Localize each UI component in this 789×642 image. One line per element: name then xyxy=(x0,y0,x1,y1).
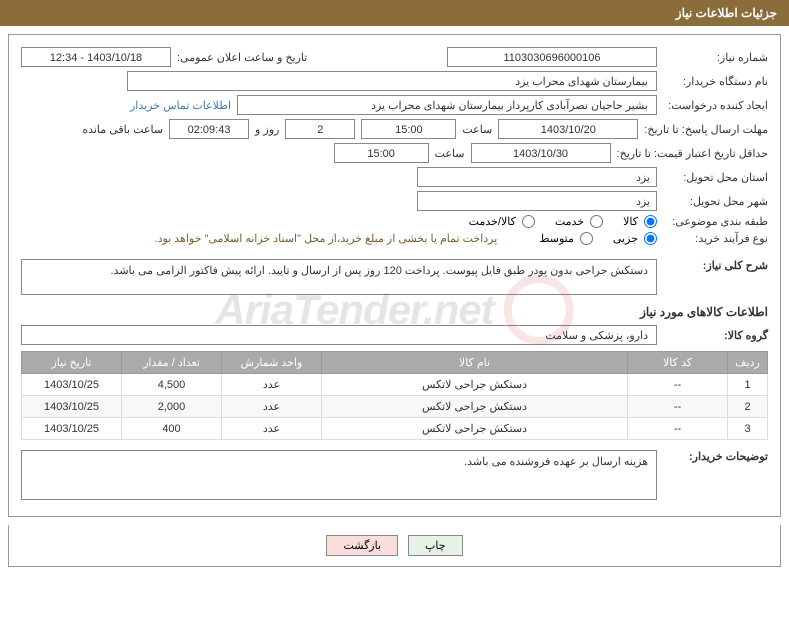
back-button[interactable]: بازگشت xyxy=(326,535,398,556)
table-cell: 4,500 xyxy=(122,374,222,396)
purchase-partial-radio[interactable] xyxy=(644,232,657,245)
category-goods-label: کالا xyxy=(623,215,638,228)
validity-label: حداقل تاریخ اعتبار قیمت: تا تاریخ: xyxy=(617,147,768,160)
table-row: 2--دستکش جراحی لاتکسعدد2,0001403/10/25 xyxy=(22,396,768,418)
category-goods-radio[interactable] xyxy=(644,215,657,228)
province-label: استان محل تحویل: xyxy=(663,171,768,184)
button-bar: چاپ بازگشت xyxy=(8,525,781,567)
table-cell: 1 xyxy=(728,374,768,396)
table-cell: -- xyxy=(628,418,728,440)
purchase-type-label: نوع فرآیند خرید: xyxy=(663,232,768,245)
table-cell: 2 xyxy=(728,396,768,418)
table-cell: -- xyxy=(628,374,728,396)
category-service-label: خدمت xyxy=(555,215,584,228)
desc-text: دستکش جراحی بدون پودر طبق فایل پیوست. پر… xyxy=(21,259,657,295)
table-row: 1--دستکش جراحی لاتکسعدد4,5001403/10/25 xyxy=(22,374,768,396)
validity-date: 1403/10/30 xyxy=(471,143,611,163)
need-number-label: شماره نیاز: xyxy=(663,51,768,64)
col-date: تاریخ نیاز xyxy=(22,352,122,374)
category-label: طبقه بندی موضوعی: xyxy=(663,215,768,228)
table-cell: -- xyxy=(628,396,728,418)
table-header-row: ردیف کد کالا نام کالا واحد شمارش تعداد /… xyxy=(22,352,768,374)
table-cell: دستکش جراحی لاتکس xyxy=(322,418,628,440)
buyer-contact-link[interactable]: اطلاعات تماس خریدار xyxy=(130,99,231,112)
category-both-label: کالا/خدمت xyxy=(469,215,516,228)
deadline-date: 1403/10/20 xyxy=(498,119,638,139)
table-cell: عدد xyxy=(222,396,322,418)
buyer-org-value: بیمارستان شهدای محراب یزد xyxy=(127,71,657,91)
city-label: شهر محل تحویل: xyxy=(663,195,768,208)
deadline-time: 15:00 xyxy=(361,119,456,139)
need-number-value: 1103030696000106 xyxy=(447,47,657,67)
goods-table: ردیف کد کالا نام کالا واحد شمارش تعداد /… xyxy=(21,351,768,440)
table-cell: 1403/10/25 xyxy=(22,396,122,418)
page-header: جزئیات اطلاعات نیاز xyxy=(0,0,789,26)
col-qty: تعداد / مقدار xyxy=(122,352,222,374)
table-cell: 1403/10/25 xyxy=(22,418,122,440)
deadline-time-label: ساعت xyxy=(462,123,492,136)
details-panel: AriaTender.net شماره نیاز: 1103030696000… xyxy=(8,34,781,517)
requester-label: ایجاد کننده درخواست: xyxy=(663,99,768,112)
requester-value: بشیر حاجیان نصرآبادی کارپرداز بیمارستان … xyxy=(237,95,657,115)
remaining-word: ساعت باقی مانده xyxy=(82,123,163,136)
days-word: روز و xyxy=(255,123,279,136)
hours-remaining: 02:09:43 xyxy=(169,119,249,139)
table-cell: 3 xyxy=(728,418,768,440)
category-both-radio[interactable] xyxy=(522,215,535,228)
table-cell: 400 xyxy=(122,418,222,440)
desc-label: شرح کلی نیاز: xyxy=(663,259,768,272)
category-service-radio[interactable] xyxy=(590,215,603,228)
table-cell: 1403/10/25 xyxy=(22,374,122,396)
purchase-medium-label: متوسط xyxy=(539,232,574,245)
col-name: نام کالا xyxy=(322,352,628,374)
goods-group-value: دارو، پزشکی و سلامت xyxy=(21,325,657,345)
buyer-notes-label: توضیحات خریدار: xyxy=(663,450,768,463)
goods-group-label: گروه کالا: xyxy=(663,329,768,342)
col-row: ردیف xyxy=(728,352,768,374)
table-cell: دستکش جراحی لاتکس xyxy=(322,396,628,418)
buyer-org-label: نام دستگاه خریدار: xyxy=(663,75,768,88)
goods-section-title: اطلاعات کالاهای مورد نیاز xyxy=(21,305,768,319)
table-cell: عدد xyxy=(222,418,322,440)
table-cell: 2,000 xyxy=(122,396,222,418)
deadline-label: مهلت ارسال پاسخ: تا تاریخ: xyxy=(644,123,768,136)
col-code: کد کالا xyxy=(628,352,728,374)
table-cell: دستکش جراحی لاتکس xyxy=(322,374,628,396)
validity-time-label: ساعت xyxy=(435,147,465,160)
purchase-partial-label: جزیی xyxy=(613,232,638,245)
province-value: یزد xyxy=(417,167,657,187)
print-button[interactable]: چاپ xyxy=(408,535,463,556)
days-remaining: 2 xyxy=(285,119,355,139)
col-unit: واحد شمارش xyxy=(222,352,322,374)
page-title: جزئیات اطلاعات نیاز xyxy=(676,6,777,20)
city-value: یزد xyxy=(417,191,657,211)
announce-value: 1403/10/18 - 12:34 xyxy=(21,47,171,67)
announce-label: تاریخ و ساعت اعلان عمومی: xyxy=(177,51,307,64)
purchase-note: پرداخت تمام یا بخشی از مبلغ خرید،از محل … xyxy=(155,232,498,245)
table-row: 3--دستکش جراحی لاتکسعدد4001403/10/25 xyxy=(22,418,768,440)
table-cell: عدد xyxy=(222,374,322,396)
buyer-notes-text: هزینه ارسال بر عهده فروشنده می باشد. xyxy=(21,450,657,500)
validity-time: 15:00 xyxy=(334,143,429,163)
purchase-medium-radio[interactable] xyxy=(580,232,593,245)
